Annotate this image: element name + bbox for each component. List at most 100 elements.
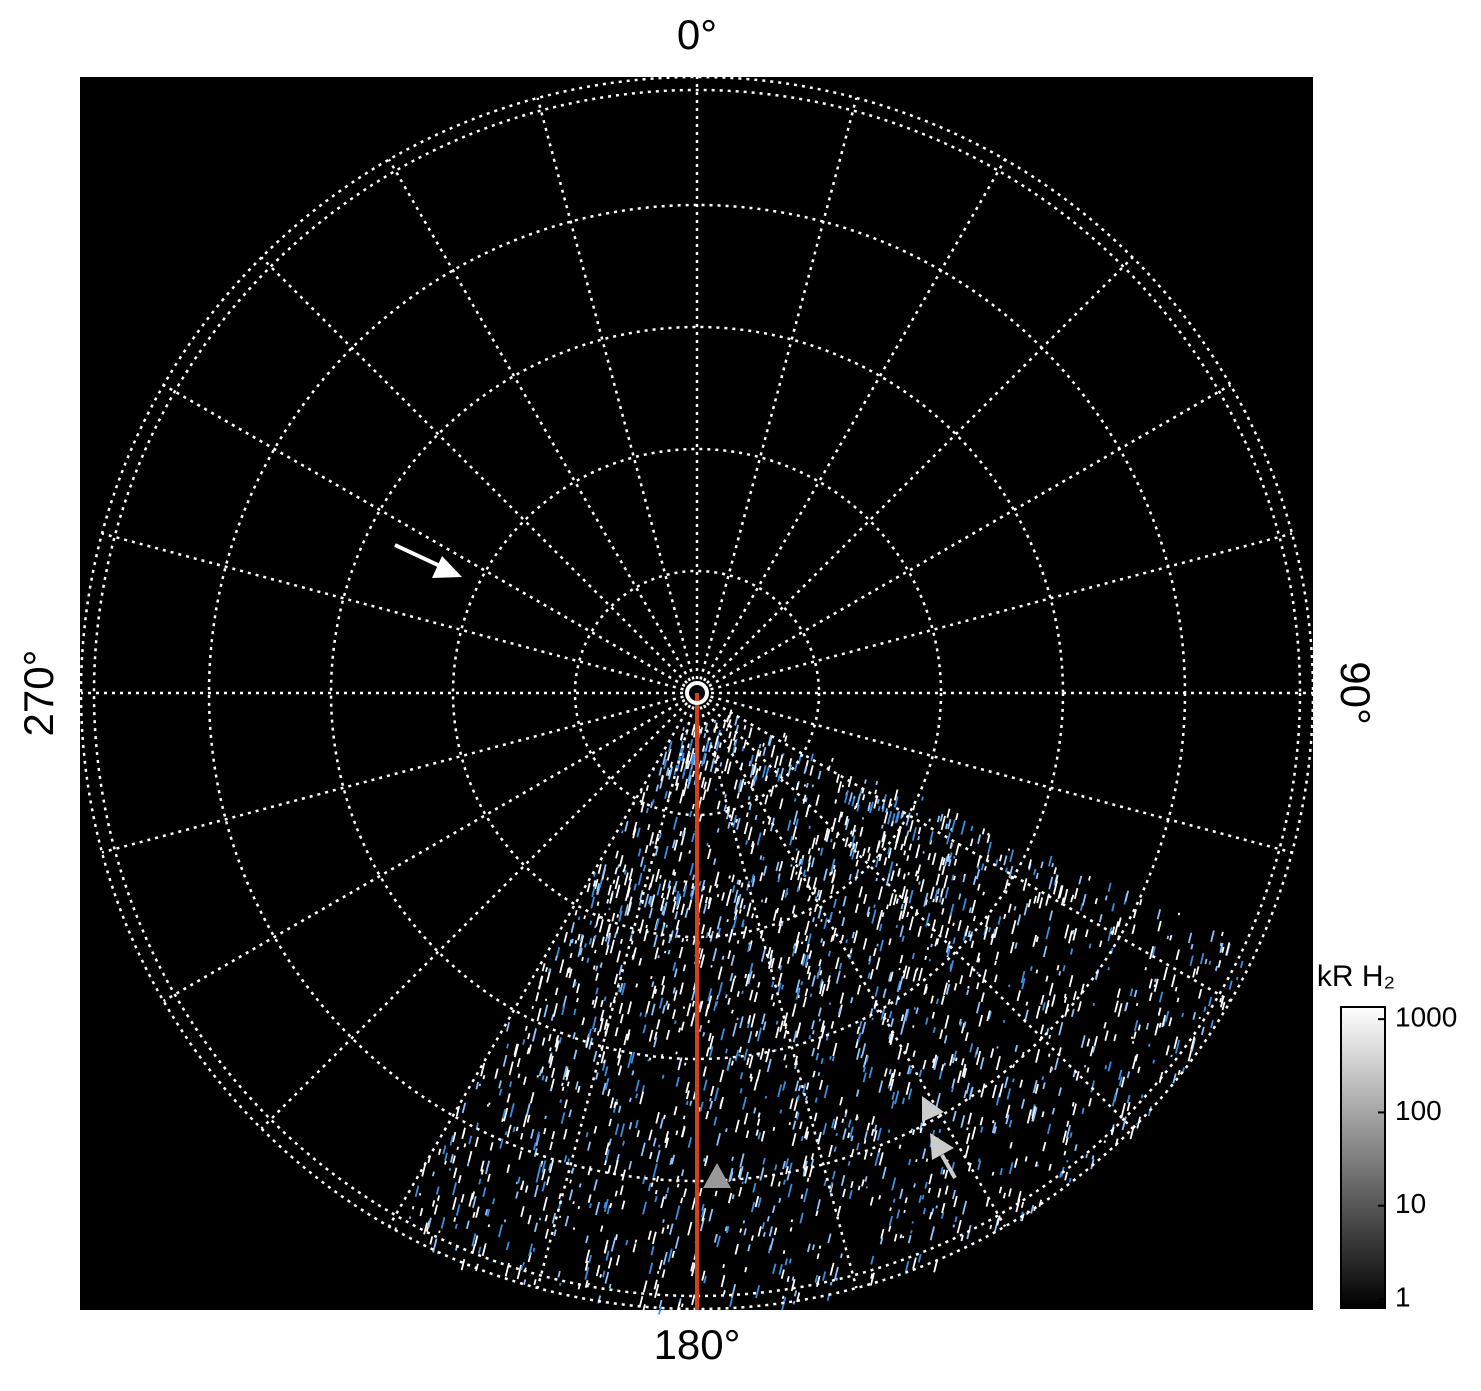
emission-streak [752,780,756,787]
emission-streak [675,1130,679,1136]
emission-streak [550,1014,555,1021]
emission-streak [431,1200,436,1207]
emission-streak [1060,897,1065,906]
emission-streak [1181,1067,1185,1073]
emission-streak [815,834,820,845]
emission-streak [1042,1002,1046,1011]
emission-streak [1217,959,1222,968]
emission-streak [944,1169,949,1179]
emission-streak [932,898,935,903]
emission-streak [1085,1153,1088,1159]
emission-streak [649,895,654,906]
emission-streak [823,1179,827,1187]
emission-streak [548,967,551,972]
emission-streak [593,872,596,877]
colorbar-tick-label: 1 [1395,1281,1411,1312]
emission-streak [1045,893,1050,906]
aurora-emission [394,709,1244,1316]
emission-streak [900,1021,906,1035]
emission-streak [551,1212,557,1224]
emission-streak [991,1121,997,1134]
emission-streak [549,1141,553,1151]
emission-streak [1071,1008,1075,1018]
emission-streak [716,1235,721,1248]
emission-streak [731,1009,734,1014]
emission-streak [925,1158,929,1162]
emission-streak [572,1227,576,1230]
emission-streak [900,886,906,900]
emission-streak [666,1187,670,1194]
emission-streak [546,1176,550,1186]
emission-streak [630,1051,636,1064]
emission-streak [672,987,676,994]
emission-streak [747,970,753,985]
emission-streak [686,1003,692,1017]
emission-streak [698,771,703,781]
emission-streak [831,927,837,941]
emission-streak [665,1000,669,1006]
emission-streak [808,1035,812,1040]
emission-streak [715,1001,719,1007]
emission-streak [1025,1001,1029,1006]
emission-streak [760,1130,766,1142]
emission-streak [748,940,753,951]
emission-streak [960,1115,966,1128]
emission-streak [941,908,945,915]
emission-streak [782,1179,786,1185]
emission-streak [1136,1122,1139,1126]
emission-streak [1133,1031,1137,1039]
emission-streak [1081,893,1087,906]
emission-streak [795,1027,800,1038]
emission-streak [544,998,548,1002]
emission-streak [889,971,894,982]
emission-streak [1221,1001,1226,1011]
emission-streak [716,828,720,833]
emission-streak [829,1055,832,1060]
emission-streak [1189,955,1194,967]
emission-streak [635,1093,639,1099]
emission-streak [572,979,577,988]
emission-streak [998,1083,1004,1098]
emission-streak [506,1164,511,1174]
emission-streak [1124,1003,1128,1012]
emission-streak [649,832,655,846]
emission-streak [588,1254,593,1263]
emission-streak [746,1057,750,1066]
emission-streak [995,951,1000,961]
emission-streak [1012,1078,1015,1083]
emission-streak [679,1061,682,1064]
emission-streak [639,889,644,901]
emission-streak [943,982,948,996]
emission-streak [792,1300,796,1305]
emission-streak [820,919,823,922]
emission-streak [1064,1137,1069,1146]
emission-streak [734,1119,740,1133]
emission-streak [653,1037,658,1048]
emission-streak [621,1140,625,1146]
emission-streak [1046,1003,1050,1008]
emission-streak [699,727,703,734]
emission-streak [834,799,838,804]
emission-streak [946,808,951,818]
emission-streak [604,1066,609,1077]
emission-streak [847,1119,852,1128]
emission-streak [870,1152,873,1157]
emission-streak [912,1050,916,1058]
emission-streak [599,962,603,968]
emission-streak [1040,861,1044,869]
emission-streak [1051,1107,1056,1115]
emission-streak [429,1236,434,1245]
emission-streak [707,1019,710,1024]
emission-streak [523,1279,527,1286]
emission-streak [770,957,775,969]
emission-streak [762,820,765,824]
emission-streak [535,1131,540,1142]
emission-streak [938,896,942,903]
emission-streak [822,1123,828,1136]
emission-streak [899,1234,903,1239]
emission-streak [762,856,765,861]
emission-streak [810,1158,815,1167]
emission-streak [724,794,727,799]
emission-streak [686,774,692,789]
emission-streak [699,1217,705,1232]
